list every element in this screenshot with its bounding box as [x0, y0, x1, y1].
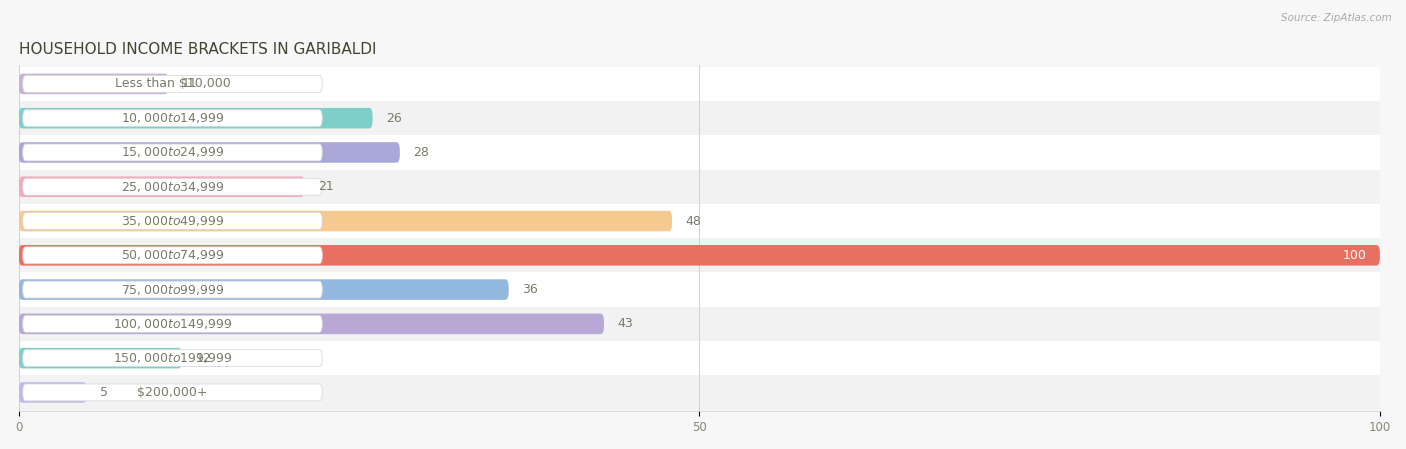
Bar: [18, 170, 1379, 204]
Text: $15,000 to $24,999: $15,000 to $24,999: [121, 145, 224, 159]
FancyBboxPatch shape: [22, 212, 322, 229]
FancyBboxPatch shape: [22, 144, 322, 161]
Text: $100,000 to $149,999: $100,000 to $149,999: [112, 317, 232, 331]
FancyBboxPatch shape: [18, 176, 305, 197]
Text: 11: 11: [181, 77, 198, 90]
FancyBboxPatch shape: [18, 348, 181, 369]
Text: $200,000+: $200,000+: [138, 386, 208, 399]
Text: 28: 28: [413, 146, 429, 159]
FancyBboxPatch shape: [18, 382, 87, 403]
FancyBboxPatch shape: [22, 110, 322, 127]
Text: 100: 100: [1343, 249, 1367, 262]
Text: Source: ZipAtlas.com: Source: ZipAtlas.com: [1281, 13, 1392, 23]
Text: $10,000 to $14,999: $10,000 to $14,999: [121, 111, 224, 125]
Bar: [18, 341, 1379, 375]
FancyBboxPatch shape: [18, 108, 373, 128]
FancyBboxPatch shape: [18, 211, 672, 231]
Bar: [18, 238, 1379, 273]
Bar: [18, 204, 1379, 238]
FancyBboxPatch shape: [22, 350, 322, 366]
FancyBboxPatch shape: [22, 247, 322, 264]
Bar: [18, 101, 1379, 135]
FancyBboxPatch shape: [18, 142, 399, 163]
FancyBboxPatch shape: [18, 313, 605, 334]
FancyBboxPatch shape: [22, 384, 322, 401]
Text: 26: 26: [387, 112, 402, 125]
Text: 21: 21: [318, 180, 333, 193]
Text: $75,000 to $99,999: $75,000 to $99,999: [121, 282, 224, 297]
FancyBboxPatch shape: [18, 279, 509, 300]
Text: 36: 36: [522, 283, 538, 296]
Text: $25,000 to $34,999: $25,000 to $34,999: [121, 180, 224, 194]
Text: 12: 12: [195, 352, 211, 365]
Text: $50,000 to $74,999: $50,000 to $74,999: [121, 248, 224, 262]
Bar: [18, 375, 1379, 409]
Text: $35,000 to $49,999: $35,000 to $49,999: [121, 214, 224, 228]
FancyBboxPatch shape: [22, 75, 322, 92]
FancyBboxPatch shape: [22, 178, 322, 195]
FancyBboxPatch shape: [18, 245, 1379, 266]
Text: Less than $10,000: Less than $10,000: [115, 77, 231, 90]
Text: 48: 48: [686, 215, 702, 228]
FancyBboxPatch shape: [22, 316, 322, 332]
FancyBboxPatch shape: [22, 281, 322, 298]
Text: HOUSEHOLD INCOME BRACKETS IN GARIBALDI: HOUSEHOLD INCOME BRACKETS IN GARIBALDI: [18, 42, 377, 57]
Text: $150,000 to $199,999: $150,000 to $199,999: [112, 351, 232, 365]
Text: 43: 43: [617, 317, 633, 330]
Bar: [18, 307, 1379, 341]
Text: 5: 5: [100, 386, 108, 399]
FancyBboxPatch shape: [18, 74, 169, 94]
Bar: [18, 67, 1379, 101]
Bar: [18, 273, 1379, 307]
Bar: [18, 135, 1379, 170]
